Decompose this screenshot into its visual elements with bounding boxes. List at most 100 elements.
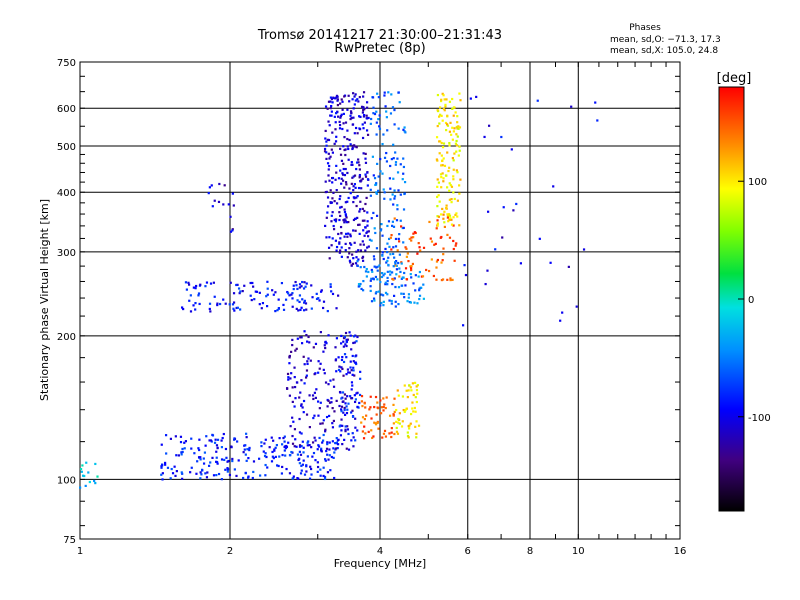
data-point — [349, 233, 352, 236]
data-point — [325, 151, 328, 154]
data-point — [329, 96, 333, 99]
data-point — [384, 105, 387, 108]
data-point — [344, 214, 348, 217]
data-point — [323, 458, 327, 461]
data-point — [330, 220, 333, 223]
data-point — [405, 247, 408, 250]
data-point — [405, 255, 409, 258]
data-point — [308, 394, 311, 397]
data-point — [327, 399, 330, 402]
data-point — [487, 124, 491, 127]
data-point — [294, 349, 297, 352]
data-point — [370, 239, 373, 242]
data-point — [365, 114, 368, 117]
data-point — [349, 334, 352, 337]
data-point — [335, 307, 338, 310]
data-point — [312, 416, 315, 420]
data-point — [329, 469, 332, 472]
data-point — [365, 275, 368, 278]
data-point — [368, 238, 372, 241]
data-point — [456, 215, 459, 218]
data-point — [354, 99, 357, 102]
data-point — [300, 404, 303, 407]
data-point — [404, 284, 407, 287]
data-point — [352, 185, 355, 188]
data-point — [374, 183, 377, 187]
data-point — [346, 171, 349, 175]
data-point — [337, 368, 341, 372]
data-point — [413, 406, 416, 410]
data-point — [341, 391, 345, 394]
data-point — [457, 127, 460, 130]
data-point — [169, 437, 173, 440]
data-point — [414, 274, 417, 277]
data-point — [358, 115, 361, 118]
data-point — [276, 464, 279, 467]
data-point — [332, 228, 336, 231]
data-point — [366, 106, 369, 109]
data-point — [330, 401, 333, 404]
data-point — [263, 442, 266, 445]
data-point — [310, 446, 313, 449]
data-point — [397, 261, 400, 265]
data-point — [299, 308, 302, 312]
data-point — [436, 258, 439, 262]
data-point — [362, 243, 365, 246]
data-point — [303, 281, 306, 284]
data-point — [386, 270, 389, 273]
data-point — [453, 197, 456, 201]
data-point — [456, 115, 459, 118]
data-point — [208, 307, 211, 311]
data-point — [392, 252, 395, 256]
data-point — [284, 454, 287, 457]
data-point — [215, 450, 218, 453]
data-point — [264, 474, 267, 477]
data-point — [351, 384, 354, 387]
data-point — [475, 95, 478, 99]
data-point — [382, 405, 385, 409]
data-point — [202, 457, 205, 460]
data-point — [383, 191, 386, 194]
data-point — [343, 438, 346, 441]
x-axis-label: Frequency [MHz] — [334, 557, 426, 570]
data-point — [397, 418, 400, 421]
data-point — [395, 219, 399, 222]
data-point — [455, 242, 458, 245]
data-point — [379, 170, 382, 173]
data-point — [324, 129, 327, 133]
data-point — [298, 444, 302, 447]
data-point — [366, 133, 370, 136]
data-point — [300, 432, 303, 435]
data-point — [328, 157, 331, 160]
data-point — [443, 210, 446, 213]
data-point — [286, 290, 289, 294]
data-point — [291, 338, 294, 342]
data-point — [456, 199, 459, 202]
data-point — [448, 166, 451, 169]
data-point — [375, 290, 378, 294]
data-point — [291, 416, 294, 419]
data-point — [197, 292, 201, 295]
data-point — [382, 294, 385, 297]
data-point — [445, 128, 448, 132]
data-point — [302, 399, 306, 403]
data-point — [263, 454, 267, 458]
data-point — [339, 225, 343, 229]
stats-heading: Phases — [629, 23, 661, 33]
data-point — [352, 107, 355, 110]
data-point — [339, 214, 342, 218]
data-point — [318, 407, 321, 410]
data-point — [374, 292, 377, 295]
data-point — [335, 447, 338, 450]
data-point — [393, 217, 396, 220]
data-point — [312, 397, 315, 401]
data-point — [354, 417, 357, 420]
data-point — [364, 202, 367, 206]
data-point — [319, 290, 323, 293]
data-point — [345, 216, 348, 219]
data-point — [389, 112, 393, 115]
data-point — [182, 307, 185, 311]
data-point — [87, 471, 90, 474]
data-point — [224, 447, 228, 451]
data-point — [407, 293, 411, 296]
